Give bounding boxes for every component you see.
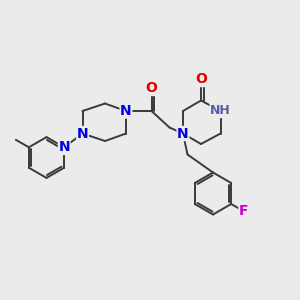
Text: N: N: [58, 140, 70, 154]
Text: F: F: [239, 204, 248, 218]
Text: NH: NH: [210, 104, 231, 118]
Text: O: O: [146, 82, 158, 95]
Text: N: N: [77, 127, 88, 140]
Text: O: O: [195, 73, 207, 86]
Text: N: N: [177, 127, 189, 140]
Text: N: N: [120, 104, 132, 118]
